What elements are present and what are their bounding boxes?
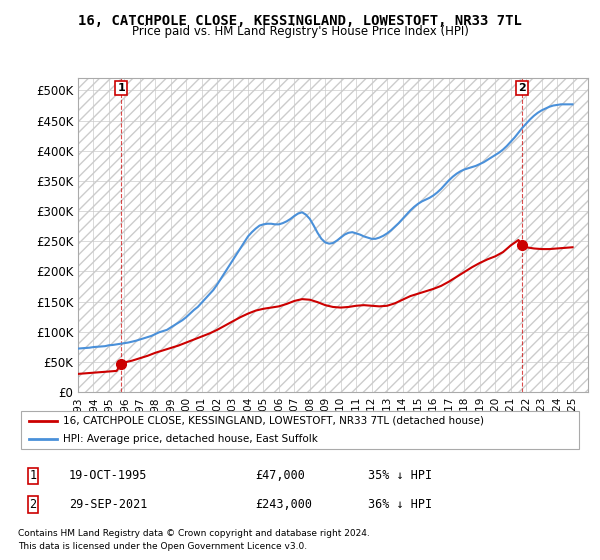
Text: 1: 1 xyxy=(118,83,125,93)
Text: 19-OCT-1995: 19-OCT-1995 xyxy=(69,469,147,482)
FancyBboxPatch shape xyxy=(21,411,579,449)
Text: £47,000: £47,000 xyxy=(255,469,305,482)
Text: Contains HM Land Registry data © Crown copyright and database right 2024.: Contains HM Land Registry data © Crown c… xyxy=(18,529,370,538)
Text: 1: 1 xyxy=(29,469,37,482)
Text: 16, CATCHPOLE CLOSE, KESSINGLAND, LOWESTOFT, NR33 7TL (detached house): 16, CATCHPOLE CLOSE, KESSINGLAND, LOWEST… xyxy=(63,416,484,426)
Text: This data is licensed under the Open Government Licence v3.0.: This data is licensed under the Open Gov… xyxy=(18,542,307,551)
Text: Price paid vs. HM Land Registry's House Price Index (HPI): Price paid vs. HM Land Registry's House … xyxy=(131,25,469,38)
Text: 36% ↓ HPI: 36% ↓ HPI xyxy=(368,498,432,511)
Text: 16, CATCHPOLE CLOSE, KESSINGLAND, LOWESTOFT, NR33 7TL: 16, CATCHPOLE CLOSE, KESSINGLAND, LOWEST… xyxy=(78,14,522,28)
Text: 2: 2 xyxy=(29,498,37,511)
Text: £243,000: £243,000 xyxy=(255,498,312,511)
Text: HPI: Average price, detached house, East Suffolk: HPI: Average price, detached house, East… xyxy=(63,434,318,444)
Text: 2: 2 xyxy=(518,83,526,93)
Text: 35% ↓ HPI: 35% ↓ HPI xyxy=(368,469,432,482)
Text: 29-SEP-2021: 29-SEP-2021 xyxy=(69,498,147,511)
